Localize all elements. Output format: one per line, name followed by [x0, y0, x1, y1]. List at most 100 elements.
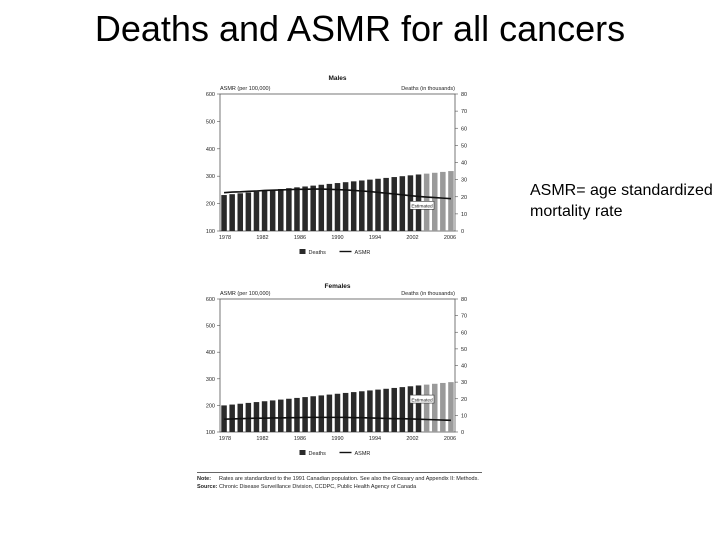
- deaths-bar: [375, 178, 381, 231]
- deaths-bar: [245, 192, 252, 231]
- deaths-bar: [253, 402, 260, 432]
- legend-deaths-swatch: [299, 249, 306, 254]
- left-axis-title: ASMR (per 100,000): [220, 86, 271, 92]
- charts-svg: Males ASMR (per 100,000) Deaths (in thousa…: [206, 75, 467, 457]
- chart-title: Females: [324, 283, 350, 290]
- footnote-source: Source: Chronic Disease Surveillance Div…: [197, 483, 482, 491]
- left-tick-label: 400: [206, 147, 215, 153]
- left-tick-label: 300: [206, 377, 215, 383]
- right-tick-label: 40: [461, 161, 467, 167]
- right-tick-label: 40: [461, 364, 467, 370]
- side-note: ASMR= age standardized mortality rate: [530, 182, 713, 220]
- x-tick-label: 1994: [369, 235, 381, 241]
- right-tick-label: 30: [461, 380, 467, 386]
- left-axis-title: ASMR (per 100,000): [220, 291, 271, 297]
- right-tick-label: 50: [461, 347, 467, 353]
- right-tick-label: 50: [461, 143, 467, 149]
- x-tick-label: 2006: [444, 436, 456, 442]
- x-tick-label: 1994: [369, 436, 381, 442]
- estimated-box: [409, 394, 435, 404]
- footnote-text: Rates are standardized to the 1991 Canad…: [219, 476, 479, 482]
- x-tick-label: 1986: [294, 436, 306, 442]
- deaths-bar: [367, 179, 373, 231]
- asmr-line: [223, 188, 452, 200]
- deaths-bar: [278, 399, 284, 432]
- left-tick-label: 500: [206, 324, 215, 330]
- left-tick-label: 300: [206, 174, 215, 180]
- legend-deaths-label: Deaths: [309, 250, 327, 256]
- deaths-bar: [359, 180, 365, 231]
- deaths-bar: [269, 400, 276, 432]
- deaths-bar: [350, 181, 357, 231]
- deaths-bar: [399, 387, 406, 432]
- right-tick-label: 80: [461, 92, 467, 98]
- right-tick-label: 70: [461, 314, 467, 320]
- deaths-bar: [294, 187, 300, 231]
- deaths-bar: [448, 171, 454, 231]
- footnote-key: Note:: [197, 476, 212, 482]
- deaths-bar: [407, 386, 414, 432]
- deaths-bar: [440, 382, 446, 432]
- legend-asmr-label: ASMR: [355, 250, 371, 256]
- footnote-text: Chronic Disease Surveillance Division, C…: [219, 484, 417, 490]
- deaths-bar: [440, 171, 446, 231]
- deaths-bar: [415, 385, 422, 432]
- x-tick-label: 1978: [219, 235, 231, 241]
- deaths-bar: [326, 183, 333, 231]
- deaths-bar: [383, 177, 389, 231]
- deaths-bar: [431, 383, 438, 432]
- estimated-label: Estimated: [411, 204, 433, 210]
- left-tick-label: 600: [206, 92, 215, 98]
- deaths-bar: [383, 388, 389, 432]
- figure: Males ASMR (per 100,000) Deaths (in thousa…: [195, 72, 485, 472]
- deaths-bar: [229, 194, 235, 231]
- deaths-bar: [310, 185, 316, 231]
- legend-deaths-label: Deaths: [309, 451, 327, 457]
- right-tick-label: 0: [461, 430, 464, 436]
- legend-asmr-label: ASMR: [355, 451, 371, 457]
- left-tick-label: 100: [206, 430, 215, 436]
- x-tick-label: 2002: [406, 235, 418, 241]
- deaths-bar: [310, 396, 316, 432]
- deaths-bar: [302, 397, 308, 432]
- footnote-note: Note: Rates are standardized to the 1991…: [197, 475, 482, 483]
- x-tick-label: 2006: [444, 235, 456, 241]
- deaths-bar: [318, 395, 325, 432]
- deaths-bar: [278, 189, 284, 231]
- right-tick-label: 80: [461, 297, 467, 303]
- deaths-bar: [342, 392, 349, 432]
- x-tick-label: 1990: [331, 436, 343, 442]
- estimated-label: Estimated: [411, 397, 433, 403]
- deaths-bar: [342, 182, 349, 231]
- deaths-bar: [294, 397, 300, 432]
- right-tick-label: 20: [461, 195, 467, 201]
- right-tick-label: 30: [461, 178, 467, 184]
- right-tick-label: 0: [461, 229, 464, 235]
- deaths-bar: [261, 190, 268, 231]
- left-tick-label: 400: [206, 350, 215, 356]
- x-tick-label: 1982: [256, 436, 268, 442]
- deaths-bar: [269, 189, 276, 231]
- deaths-bar: [359, 391, 365, 432]
- deaths-bar: [448, 382, 454, 432]
- deaths-bar: [253, 191, 260, 231]
- left-tick-label: 200: [206, 202, 215, 208]
- deaths-bar: [221, 195, 227, 231]
- deaths-bar: [261, 401, 268, 432]
- deaths-bar: [326, 394, 333, 432]
- footnotes: Note: Rates are standardized to the 1991…: [197, 472, 482, 491]
- deaths-bar: [286, 188, 292, 231]
- asmr-line: [224, 416, 451, 422]
- left-tick-label: 600: [206, 297, 215, 303]
- x-tick-label: 1986: [294, 235, 306, 241]
- deaths-bar: [245, 402, 252, 432]
- x-tick-label: 2002: [406, 436, 418, 442]
- chart-title: Males: [328, 75, 346, 82]
- right-tick-label: 70: [461, 109, 467, 115]
- deaths-bar: [237, 193, 244, 231]
- deaths-bar: [367, 390, 373, 432]
- deaths-bar: [318, 184, 325, 231]
- x-tick-label: 1982: [256, 235, 268, 241]
- deaths-bar: [431, 172, 438, 231]
- slide-title: Deaths and ASMR for all cancers: [94, 8, 626, 49]
